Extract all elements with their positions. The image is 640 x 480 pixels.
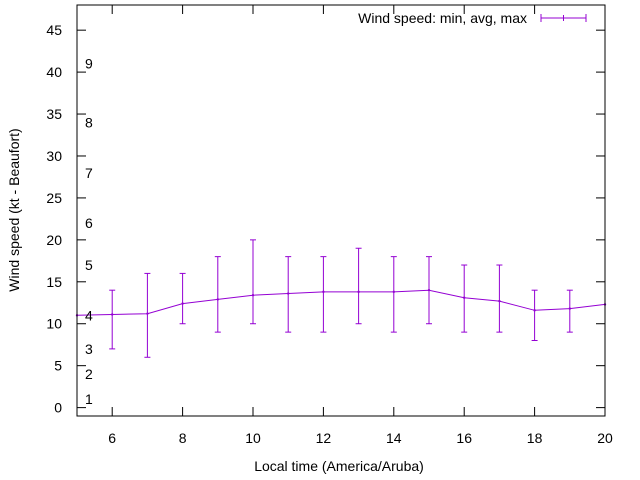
avg-point-14	[392, 290, 395, 294]
legend-label: Wind speed: min, avg, max	[358, 10, 527, 26]
avg-point-11	[287, 292, 290, 295]
x-tick-label-10: 10	[245, 430, 261, 446]
axis-ticks	[77, 5, 606, 416]
y-tick-label-0: 0	[54, 400, 62, 416]
avg-point-15	[427, 288, 431, 292]
x-tick-label-20: 20	[597, 430, 613, 446]
avg-point-8	[181, 302, 184, 305]
beaufort-label-3: 3	[85, 341, 93, 357]
avg-point-7	[146, 312, 149, 315]
avg-point-17	[498, 299, 501, 303]
x-axis-label: Local time (America/Aruba)	[254, 458, 424, 474]
beaufort-label-8: 8	[85, 114, 93, 130]
series-layer	[75, 239, 607, 358]
avg-point-16	[463, 296, 466, 299]
beaufort-label-4: 4	[85, 307, 93, 323]
avg-point-19	[568, 307, 571, 310]
legend: Wind speed: min, avg, max	[358, 10, 587, 26]
x-tick-label-6: 6	[108, 430, 116, 446]
avg-point-10	[251, 294, 255, 297]
x-tick-label-16: 16	[456, 430, 472, 446]
avg-point-13	[357, 290, 360, 294]
avg-point-9	[216, 298, 219, 301]
y-tick-label-15: 15	[46, 274, 62, 290]
beaufort-labels: 1 2 3 4 5 6 7 8 9	[85, 56, 93, 408]
beaufort-label-9: 9	[85, 56, 93, 72]
x-tick-label-12: 12	[316, 430, 332, 446]
y-tick-label-30: 30	[46, 148, 62, 164]
y-tick-label-25: 25	[46, 190, 62, 206]
series-line-avg	[76, 289, 606, 316]
beaufort-label-7: 7	[85, 165, 93, 181]
x-tick-label-8: 8	[179, 430, 187, 446]
avg-point-12	[322, 290, 325, 294]
y-axis-label: Wind speed (kt - Beaufort)	[6, 128, 22, 291]
beaufort-label-6: 6	[85, 215, 93, 231]
avg-point-6	[111, 313, 114, 316]
x-tick-label-14: 14	[386, 430, 402, 446]
beaufort-label-1: 1	[85, 391, 93, 407]
y-tick-label-40: 40	[46, 64, 62, 80]
plot-border	[76, 4, 606, 417]
x-tick-label-18: 18	[527, 430, 543, 446]
y-tick-label-5: 5	[54, 358, 62, 374]
beaufort-label-2: 2	[85, 366, 93, 382]
y-tick-label-45: 45	[46, 22, 62, 38]
y-tick-label-20: 20	[46, 232, 62, 248]
y-tick-label-10: 10	[46, 316, 62, 332]
avg-point-18	[533, 309, 536, 312]
y-tick-label-35: 35	[46, 106, 62, 122]
beaufort-label-5: 5	[85, 257, 93, 273]
